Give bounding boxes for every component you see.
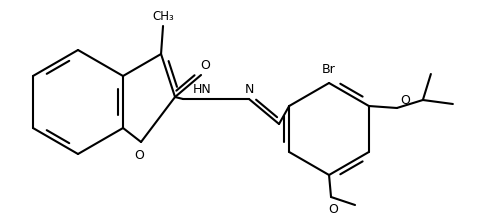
Text: HN: HN xyxy=(193,82,211,95)
Text: O: O xyxy=(328,202,338,216)
Text: N: N xyxy=(244,82,254,95)
Text: Br: Br xyxy=(322,62,336,75)
Text: O: O xyxy=(134,148,144,161)
Text: O: O xyxy=(400,94,410,106)
Text: O: O xyxy=(200,59,210,72)
Text: CH₃: CH₃ xyxy=(152,9,174,22)
